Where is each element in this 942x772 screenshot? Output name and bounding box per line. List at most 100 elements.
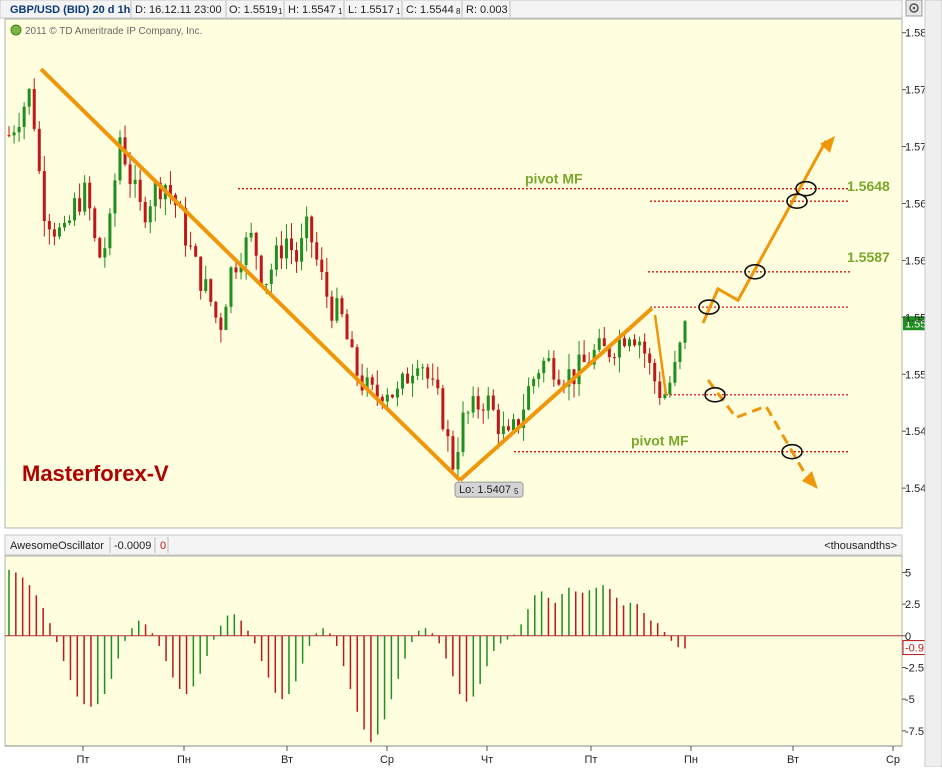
candle-body xyxy=(22,106,26,127)
candle-body xyxy=(73,198,77,221)
copyright-icon xyxy=(10,24,22,36)
candle-body xyxy=(325,272,329,297)
candle-body xyxy=(633,339,637,346)
candle-body xyxy=(441,388,445,430)
trend-line-down xyxy=(39,67,462,482)
pivot-label-lower: pivot MF xyxy=(631,433,689,449)
candle-body xyxy=(643,341,647,354)
candle-body xyxy=(406,373,410,384)
open-sub: 1 xyxy=(278,7,283,16)
candle-body xyxy=(486,395,490,411)
candle-body xyxy=(118,137,122,181)
close-label: C: 1.5544 xyxy=(406,4,454,16)
candle-body xyxy=(12,132,16,136)
candle-body xyxy=(199,256,203,291)
projection-up-path xyxy=(701,140,828,324)
projection-down-arrowhead xyxy=(802,471,818,490)
candle-body xyxy=(108,213,112,249)
watermark-label: Masterforex-V xyxy=(22,461,169,486)
candle-body xyxy=(426,367,430,379)
candle-body xyxy=(496,409,500,435)
candle-body xyxy=(395,388,399,398)
y-tick-label: 1.57 xyxy=(905,142,926,154)
candle-body xyxy=(577,354,581,385)
candle-body xyxy=(380,396,384,402)
candle-body xyxy=(335,298,339,321)
candle-body xyxy=(612,357,616,359)
candle-body xyxy=(375,384,379,397)
candle-body xyxy=(244,237,248,265)
date-label: D: 16.12.11 23:00 xyxy=(135,4,222,16)
target-circle xyxy=(781,443,803,460)
candle-body xyxy=(481,409,485,411)
close-sub: 8 xyxy=(456,7,461,16)
candle-body xyxy=(456,452,460,470)
candle-body xyxy=(582,354,586,363)
oscillator-title: AwesomeOscillator xyxy=(10,540,104,552)
candle-body xyxy=(597,338,601,350)
candle-body xyxy=(88,182,92,209)
gear-icon[interactable] xyxy=(905,0,923,17)
candle-body xyxy=(83,182,87,212)
trend-line-up xyxy=(458,306,654,482)
candle-body xyxy=(340,298,344,315)
candle-body xyxy=(491,395,495,410)
oscillator-plot-area[interactable] xyxy=(4,555,903,747)
candle-body xyxy=(27,89,31,107)
target-circle xyxy=(786,193,808,209)
oscillator-value: -0.0009 xyxy=(114,540,151,552)
candle-body xyxy=(315,242,319,260)
x-tick-label: Вт xyxy=(787,754,799,766)
candle-body xyxy=(355,347,359,376)
osc-y-tick-label: -7.5 xyxy=(905,726,924,738)
oscillator-units: <thousandths> xyxy=(824,540,897,552)
candle-body xyxy=(249,232,253,238)
candle-body xyxy=(269,269,273,285)
candle-body xyxy=(421,367,425,369)
x-tick-label: Ср xyxy=(380,754,394,766)
candle-body xyxy=(400,373,404,389)
candle-body xyxy=(668,382,672,395)
candle-body xyxy=(17,126,21,133)
candle-body xyxy=(451,436,455,470)
candle-body xyxy=(310,216,314,243)
candle-body xyxy=(370,377,374,385)
candle-body xyxy=(62,222,66,228)
candle-body xyxy=(557,379,561,385)
candle-body xyxy=(279,245,283,259)
candle-body xyxy=(416,368,420,376)
osc-y-tick-label: 2.5 xyxy=(905,599,920,611)
candle-body xyxy=(431,378,435,380)
candle-body xyxy=(663,394,667,398)
high-sub: 1 xyxy=(338,7,343,16)
candle-body xyxy=(592,349,596,365)
candle-body xyxy=(78,198,82,212)
candle-body xyxy=(259,255,263,285)
target-circle xyxy=(744,263,766,280)
candle-body xyxy=(148,206,152,223)
projection-down-path xyxy=(706,379,810,480)
candle-body xyxy=(476,396,480,410)
candle-body xyxy=(506,426,510,431)
osc-y-tick-label: -2.5 xyxy=(905,662,924,674)
low-sub: 1 xyxy=(396,7,401,16)
y-tick-label: 1.55 xyxy=(905,369,926,381)
level-label-2: 1.5587 xyxy=(847,249,890,265)
candle-body xyxy=(461,412,465,453)
x-tick-label: Чт xyxy=(481,754,493,766)
candle-body xyxy=(239,264,243,273)
candle-body xyxy=(158,182,162,200)
candle-body xyxy=(511,419,515,431)
candle-body xyxy=(365,377,369,391)
x-tick-label: Вт xyxy=(281,754,293,766)
candle-body xyxy=(522,409,526,428)
candle-body xyxy=(446,429,450,437)
vertical-scrollbar[interactable] xyxy=(924,0,942,768)
candle-body xyxy=(254,232,258,256)
y-tick-label: 1.54 xyxy=(905,483,926,495)
candle-body xyxy=(411,375,415,384)
candle-body xyxy=(229,267,233,307)
candle-body xyxy=(547,358,551,361)
candle-body xyxy=(57,227,61,237)
